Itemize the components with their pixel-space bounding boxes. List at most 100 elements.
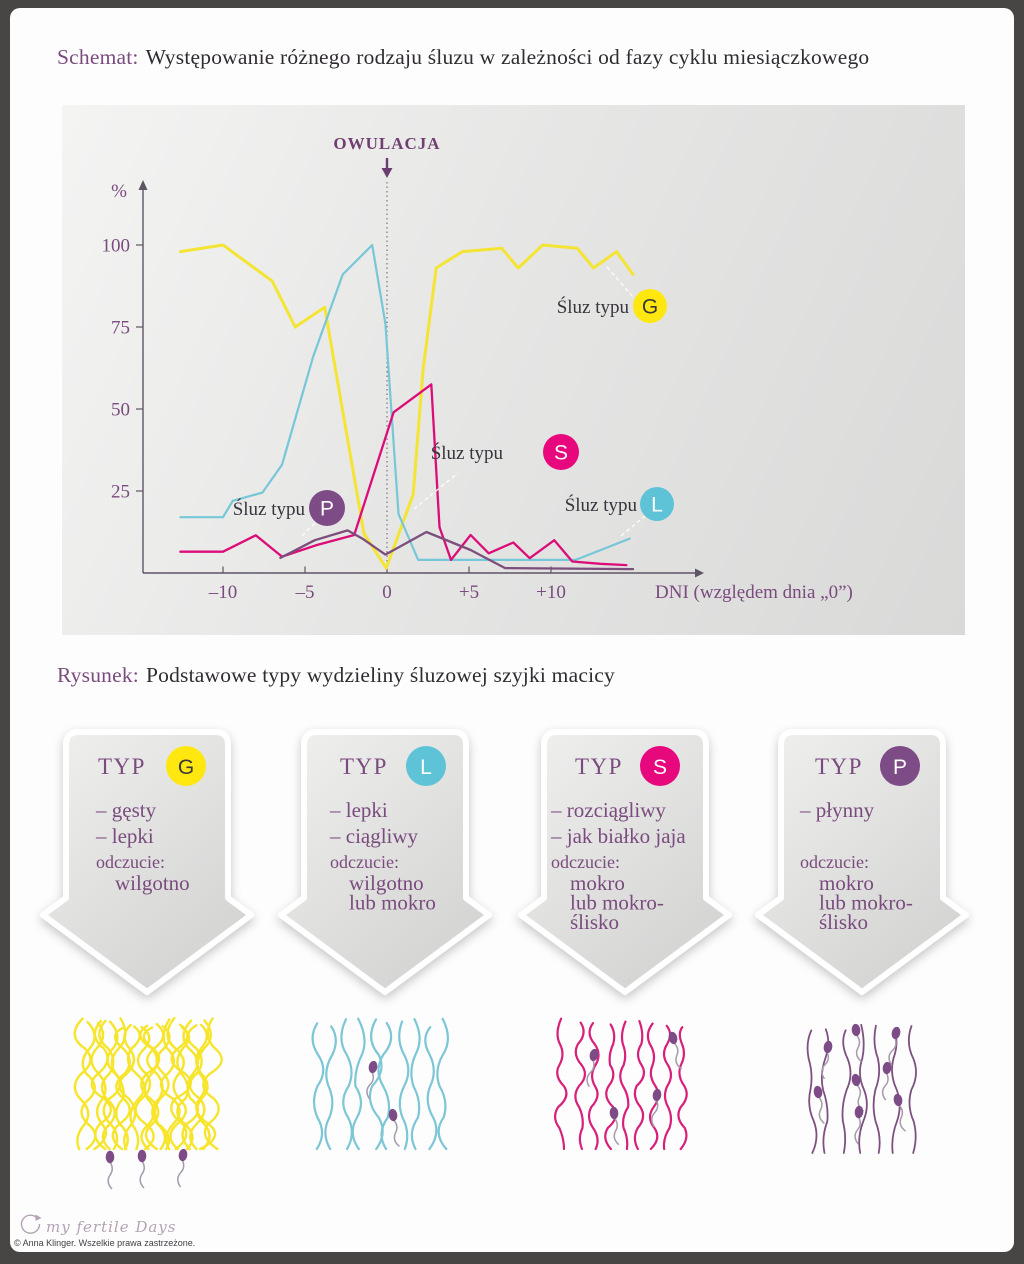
card-feeling-line: ślisko	[819, 910, 868, 934]
type-badge-G	[166, 746, 206, 786]
mucus-strand	[102, 1020, 122, 1151]
sperm-head	[368, 1060, 378, 1074]
y-axis-unit: %	[111, 181, 127, 202]
mucus-strand	[633, 1020, 646, 1151]
mucus-strand	[166, 1016, 187, 1151]
legend-letter: S	[554, 442, 568, 465]
sperm-tail	[613, 1117, 620, 1146]
sperm-tail	[107, 1161, 113, 1190]
legend-leader-line	[301, 520, 318, 537]
card-type-label: TYP	[340, 754, 388, 779]
card-feeling-label: odczucie:	[96, 852, 165, 872]
x-tick-label: +5	[459, 582, 479, 603]
mucus-strand	[410, 1018, 421, 1151]
mucus-strand	[98, 1019, 116, 1151]
card-bullet: – jak białko jaja	[550, 824, 686, 848]
sperm-icon	[668, 1031, 683, 1070]
y-tick-label: 50	[111, 400, 130, 421]
legend-letter: P	[320, 498, 334, 521]
sperm-icon	[651, 1088, 662, 1128]
mucus-strand	[80, 1020, 97, 1151]
card-feeling-line: lub mokro-	[819, 891, 913, 915]
mucus-strand	[195, 1019, 217, 1151]
card-feeling-line: wilgotno	[349, 871, 424, 895]
legend-badge-L	[640, 487, 674, 521]
legend-item-P: Śluz typu P	[233, 490, 345, 526]
card-arrow-shape	[40, 729, 254, 995]
legend-letter: G	[642, 296, 658, 319]
card-bullet: – lepki	[329, 798, 388, 822]
sperm-icon	[105, 1150, 115, 1190]
card-feeling-label: odczucie:	[551, 852, 620, 872]
type-letter: P	[893, 756, 907, 779]
sperm-head	[137, 1149, 147, 1163]
chart-canvas: –10 –5 0 +5 +10 25 50 75 100% DNI (względem dnia …	[102, 134, 853, 603]
sperm-tail	[821, 1051, 830, 1080]
card-arrow-shape	[755, 729, 969, 995]
mucus-strand	[587, 1022, 600, 1151]
legend-item-G: Śluz typu G	[557, 289, 667, 323]
legend-letter: L	[651, 494, 663, 517]
card-arrow-shape	[278, 729, 492, 995]
sperm-head	[609, 1106, 619, 1120]
mucus-strand	[806, 1029, 818, 1154]
sperm-head	[105, 1150, 115, 1164]
mucus-strand	[377, 1021, 393, 1151]
mucus-strand	[424, 1026, 438, 1151]
mucus-strand	[139, 1024, 159, 1151]
mucus-strand	[891, 1029, 901, 1154]
sperm-tail	[651, 1099, 659, 1128]
sperm-head	[589, 1048, 599, 1062]
card-arrow-shape	[518, 729, 732, 995]
card-type-label: TYP	[98, 754, 146, 779]
card-feeling-line: ślisko	[570, 910, 619, 934]
card-feeling-line: mokro	[570, 871, 625, 895]
sperm-tail	[139, 1160, 145, 1189]
legend-label: Śluz typu	[431, 442, 504, 464]
mucus-P-illustration	[806, 1023, 917, 1154]
mucus-strand	[90, 1019, 112, 1151]
card-feeling-line: lub mokro	[349, 891, 436, 915]
sperm-tail	[881, 1072, 889, 1101]
mucus-strand	[351, 1017, 366, 1151]
series-line-P	[279, 529, 635, 571]
card-feeling-line: wilgotno	[115, 871, 190, 895]
mucus-strand	[111, 1026, 131, 1151]
mucus-L-illustration	[311, 1017, 449, 1151]
card-feeling-label: odczucie:	[330, 852, 399, 872]
sperm-icon	[888, 1026, 901, 1066]
card-feeling-line: lub mokro-	[570, 891, 664, 915]
sperm-tail	[818, 1096, 825, 1124]
mucus-strand	[554, 1017, 568, 1151]
mucus-strand	[604, 1023, 617, 1151]
card-bullet: – lepki	[95, 824, 154, 848]
x-axis-label: DNI (względem dnia „0”)	[655, 582, 853, 603]
sperm-tail	[888, 1037, 897, 1066]
mucus-strand	[619, 1020, 630, 1151]
x-axis-arrow-icon	[695, 568, 704, 578]
mucus-strand	[677, 1026, 688, 1151]
sperm-head	[388, 1108, 398, 1122]
sperm-tail	[586, 1059, 595, 1088]
mucus-strand	[841, 1029, 852, 1154]
x-tick-label: –10	[208, 582, 238, 603]
legend-badge-P	[309, 490, 345, 526]
sperm-head	[813, 1085, 823, 1099]
card-type-label: TYP	[815, 754, 863, 779]
sperm-icon	[881, 1061, 892, 1101]
legend-badge-S	[543, 434, 579, 470]
logo-text: my fertile Days	[46, 1218, 176, 1236]
mucus-strand	[202, 1017, 223, 1151]
card-bullet: – płynny	[799, 798, 875, 822]
x-tick-label: –5	[295, 582, 315, 603]
series-line-L	[179, 243, 631, 561]
mucus-strand	[436, 1017, 449, 1151]
type-letter: L	[420, 756, 432, 779]
brand-logo: my fertile Days	[20, 1214, 176, 1236]
sperm-tail	[177, 1159, 185, 1188]
logo-circle-icon	[20, 1214, 41, 1234]
type-card-S: TYP S – rozciągliwy– jak białko jaja odczuc…	[518, 729, 732, 995]
section-prefix: Rysunek:	[57, 663, 139, 687]
ovulation-arrowhead-icon	[381, 168, 393, 178]
